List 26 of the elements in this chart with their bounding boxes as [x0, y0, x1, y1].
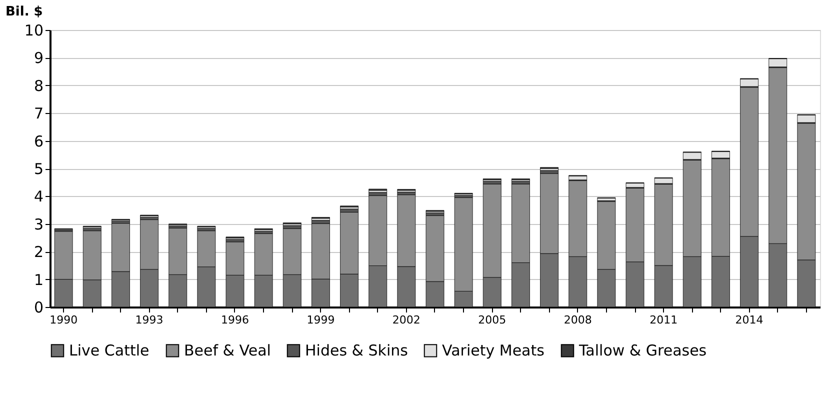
y-tick-label: 1 — [34, 270, 44, 289]
legend-label: Beef & Veal — [184, 342, 271, 360]
y-tick-label: 3 — [34, 215, 44, 234]
x-tick-label: 2008 — [564, 314, 592, 326]
x-tick-label: 2014 — [735, 314, 764, 326]
y-tick-label: 7 — [34, 104, 44, 123]
legend-label: Hides & Skins — [305, 342, 408, 360]
y-axis-title: Bil. $ — [6, 4, 43, 20]
legend-label: Live Cattle — [69, 342, 150, 360]
x-tick-label: 1999 — [306, 314, 335, 326]
y-tick-label: 6 — [34, 132, 44, 150]
y-tick-label: 5 — [34, 160, 44, 178]
x-tick-label: 1996 — [221, 314, 249, 326]
y-tick-label: 9 — [34, 49, 44, 68]
x-tick-label: 2005 — [478, 314, 506, 326]
y-tick-label: 10 — [24, 22, 44, 40]
y-tick-label: 2 — [34, 243, 44, 262]
y-tick-label: 8 — [34, 76, 44, 95]
y-tick-label: 0 — [34, 298, 44, 316]
x-tick-label: 2002 — [392, 314, 420, 326]
legend-label: Tallow & Greases — [578, 342, 707, 360]
x-tick-label: 2011 — [650, 314, 678, 326]
legend-label: Variety Meats — [442, 342, 545, 360]
y-tick-label: 4 — [34, 188, 44, 206]
x-tick-label: 1990 — [50, 314, 78, 326]
x-tick-label: 1993 — [135, 314, 164, 326]
